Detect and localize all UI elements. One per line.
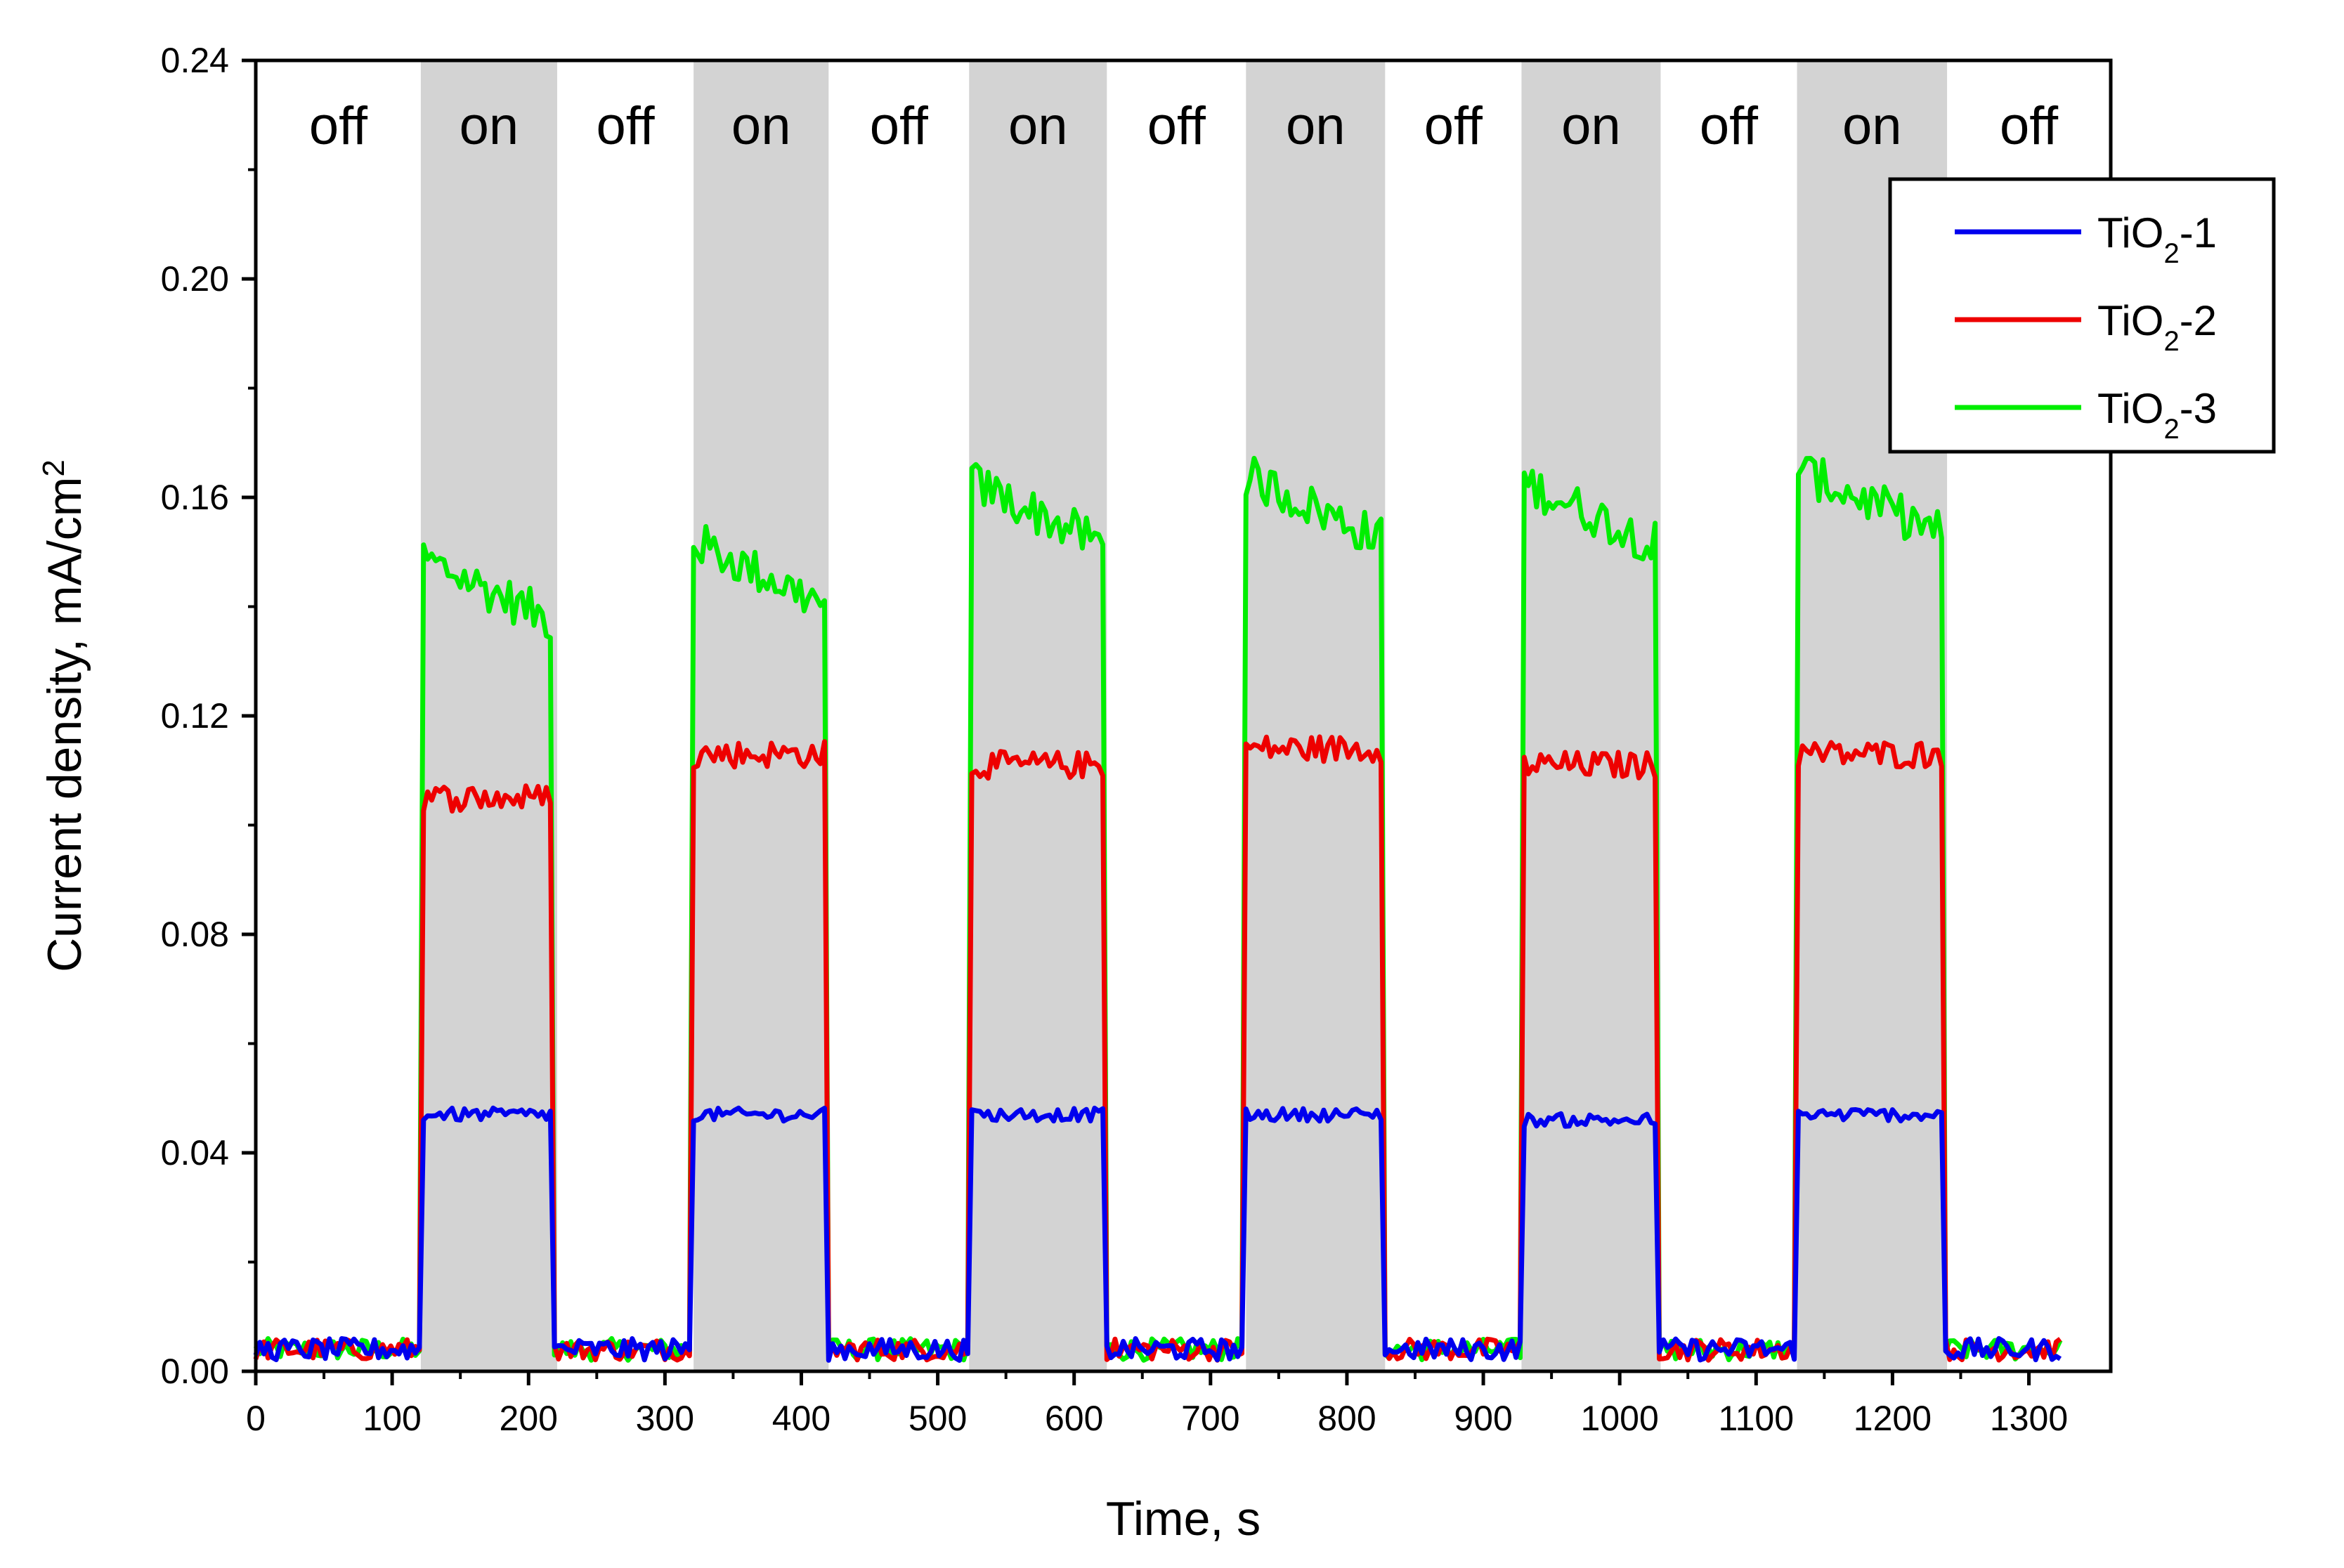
band-label-on: on bbox=[1286, 96, 1346, 156]
band-label-on: on bbox=[1842, 96, 1902, 156]
y-axis-label-main: Current density, mA/cm bbox=[38, 477, 91, 972]
band-label-off: off bbox=[870, 96, 929, 156]
x-tick-label: 1100 bbox=[1719, 1399, 1795, 1438]
y-axis-label-superscript: 2 bbox=[37, 459, 71, 476]
legend-label-TiO2-2: TiO2-2 bbox=[2097, 297, 2217, 357]
x-tick-label: 900 bbox=[1454, 1399, 1512, 1438]
series-line-TiO2-1 bbox=[253, 1105, 2062, 1363]
band-label-on: on bbox=[1561, 96, 1621, 156]
y-tick-label: 0.12 bbox=[161, 696, 229, 736]
x-tick-label: 1300 bbox=[1990, 1399, 2068, 1438]
x-tick-label: 1000 bbox=[1581, 1399, 1659, 1438]
x-tick-label: 200 bbox=[500, 1399, 558, 1438]
band-label-off: off bbox=[2000, 96, 2059, 156]
legend-label-TiO2-3: TiO2-3 bbox=[2097, 385, 2217, 445]
legend-label-tail: -2 bbox=[2180, 297, 2217, 344]
x-tick-label: 800 bbox=[1317, 1399, 1376, 1438]
y-tick-label: 0.24 bbox=[161, 41, 229, 80]
band-label-off: off bbox=[596, 96, 655, 156]
x-axis-label: Time, s bbox=[1106, 1492, 1261, 1546]
band-label-off: off bbox=[1424, 96, 1483, 156]
light-on-band bbox=[1246, 60, 1386, 1371]
x-tick-label: 1200 bbox=[1854, 1399, 1932, 1438]
light-on-band bbox=[694, 60, 829, 1371]
y-axis-label: Current density, mA/cm2 bbox=[37, 459, 92, 972]
legend-label-subscript: 2 bbox=[2163, 326, 2179, 357]
band-label-off: off bbox=[309, 96, 368, 156]
band-label-on: on bbox=[1008, 96, 1068, 156]
legend-label-tail: -1 bbox=[2180, 209, 2217, 256]
x-tick-label: 600 bbox=[1045, 1399, 1103, 1438]
x-tick-label: 100 bbox=[363, 1399, 421, 1438]
band-label-off: off bbox=[1700, 96, 1759, 156]
light-bands: off on off on off on off on off on off on off bbox=[309, 60, 2059, 1371]
light-on-band bbox=[420, 60, 557, 1371]
x-tick-label: 400 bbox=[772, 1399, 831, 1438]
band-label-off: off bbox=[1147, 96, 1206, 156]
light-on-band bbox=[1521, 60, 1661, 1371]
y-axis-ticks: 0.00 0.04 0.08 0.12 0.16 0.20 0.24 bbox=[161, 41, 256, 1391]
legend-label-main: TiO bbox=[2097, 385, 2163, 432]
legend-label-main: TiO bbox=[2097, 209, 2163, 256]
band-label-on: on bbox=[731, 96, 791, 156]
light-on-band bbox=[969, 60, 1107, 1371]
legend-label-subscript: 2 bbox=[2163, 414, 2179, 445]
x-tick-label: 500 bbox=[909, 1399, 967, 1438]
x-axis-ticks: 0 100 200 300 400 500 600 700 800 900 1000 1100 1200… bbox=[246, 1371, 2068, 1438]
y-tick-label: 0.16 bbox=[161, 478, 229, 517]
legend-label-tail: -3 bbox=[2180, 385, 2217, 432]
y-tick-label: 0.08 bbox=[161, 915, 229, 954]
x-tick-label: 0 bbox=[246, 1399, 266, 1438]
series-lines bbox=[253, 455, 2063, 1363]
y-tick-label: 0.00 bbox=[161, 1352, 229, 1391]
y-tick-label: 0.20 bbox=[161, 259, 229, 299]
x-tick-label: 700 bbox=[1181, 1399, 1239, 1438]
x-tick-label: 300 bbox=[636, 1399, 694, 1438]
legend-label-TiO2-1: TiO2-1 bbox=[2097, 209, 2217, 269]
legend-label-subscript: 2 bbox=[2163, 238, 2179, 269]
y-tick-label: 0.04 bbox=[161, 1133, 229, 1172]
legend-box bbox=[1888, 177, 2276, 454]
legend-label-main: TiO bbox=[2097, 297, 2163, 344]
band-label-on: on bbox=[460, 96, 519, 156]
